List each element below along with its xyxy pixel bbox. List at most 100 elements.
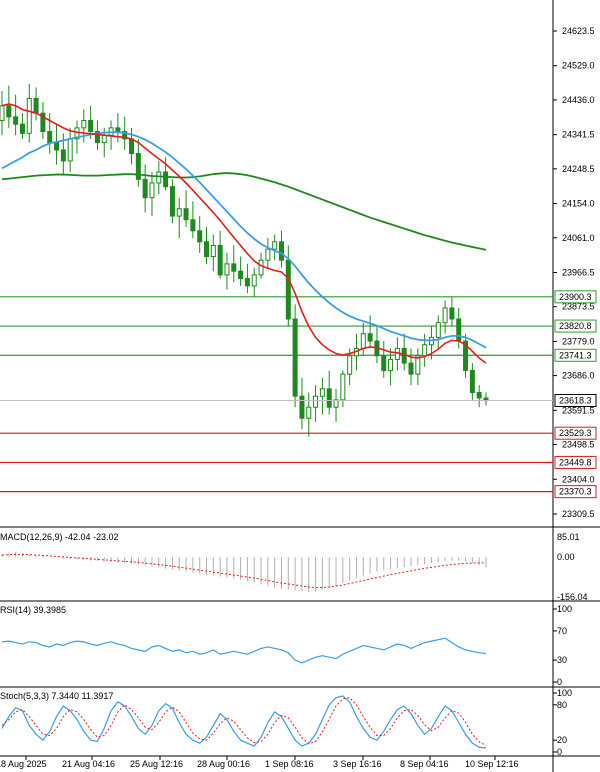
support-resistance-levels: 23900.3 23820.8 23741.3 23529.3 23449.8 23370… <box>0 290 597 499</box>
rsi-tick-label: 30 <box>557 655 567 665</box>
macd-scale-top: 85.01 <box>557 532 580 542</box>
rsi-tick-label: 100 <box>557 604 572 614</box>
ema-fast-line <box>1 103 487 364</box>
price-level-box <box>554 426 597 440</box>
candle-body <box>231 263 237 272</box>
macd-panel: MACD(12,26,9) -42.04 -23.02 85.01 0.00 -… <box>0 532 588 602</box>
candle-body <box>238 270 244 280</box>
current-price-box <box>554 393 597 407</box>
price-axis-ticks: 24623.5 24529.0 24436.0 24341.5 24248.5 24154… <box>553 26 595 519</box>
candle-body <box>272 241 278 250</box>
price-tick-label: 23591.5 <box>562 405 595 415</box>
price-level-label: 23820.8 <box>559 321 592 331</box>
candle-body <box>217 244 223 276</box>
price-level-box <box>554 485 597 499</box>
time-tick-label: 28 Aug 00:16 <box>197 759 250 769</box>
candle-body <box>54 142 60 151</box>
price-tick-label: 23686.0 <box>562 371 595 381</box>
price-level-box <box>554 455 597 469</box>
candle-body <box>313 395 319 408</box>
rsi-tick-label: 0 <box>557 677 562 687</box>
candle-body <box>135 153 141 180</box>
macd-title: MACD(12,26,9) -42.04 -23.02 <box>0 532 119 542</box>
candle-body <box>422 344 428 357</box>
candle-body <box>463 340 469 371</box>
price-tick-label: 24061.0 <box>562 233 595 243</box>
candle-body <box>169 186 175 217</box>
candle-body <box>456 318 462 342</box>
price-tick-label: 24341.5 <box>562 130 595 140</box>
candle-body <box>183 208 189 221</box>
price-tick-label: 24248.5 <box>562 164 595 174</box>
stoch-tick-label: 0 <box>557 747 562 757</box>
moving-average-lines <box>1 103 487 364</box>
candle-body <box>442 307 448 324</box>
current-price-marker: 23618.3 <box>0 393 597 407</box>
candle-body <box>176 208 182 217</box>
candle-body <box>40 112 46 133</box>
candle-body <box>88 120 94 133</box>
candle-body <box>258 259 264 276</box>
stoch-tick-label: 20 <box>557 735 567 745</box>
rsi-title: RSI(14) 39.3985 <box>0 605 66 615</box>
candle-body <box>33 97 39 114</box>
candle-body <box>306 406 312 419</box>
price-level-box <box>554 348 597 362</box>
candle-body <box>149 182 155 199</box>
price-tick-label: 24529.0 <box>562 61 595 71</box>
candle-body <box>469 369 475 394</box>
price-tick-label: 23873.5 <box>562 302 595 312</box>
macd-signal-line <box>1 553 486 589</box>
candle-body <box>26 97 32 134</box>
price-level-label: 23370.3 <box>559 487 592 497</box>
time-tick-label: 1 Sep 08:16 <box>265 759 314 769</box>
candle-body <box>0 105 5 122</box>
candle-body <box>13 116 19 125</box>
candle-body <box>326 388 332 408</box>
candle-body <box>6 105 12 118</box>
stochastic-panel: Stoch(5,3,3) 7.3440 11.3917 100 80 20 0 <box>0 688 572 757</box>
current-price-label: 23618.3 <box>559 395 592 405</box>
candle-body <box>60 149 66 162</box>
candle-body <box>340 373 346 401</box>
candle-body <box>67 138 73 162</box>
candle-body <box>101 134 107 144</box>
candle-body <box>190 219 196 232</box>
price-level-label: 23741.3 <box>559 350 592 360</box>
candle-body <box>244 278 250 287</box>
time-tick-label: 8 Sep 04:16 <box>400 759 449 769</box>
candle-body <box>163 171 169 188</box>
rsi-panel: RSI(14) 39.3985 100 70 30 0 <box>0 604 572 687</box>
rsi-line <box>1 637 487 664</box>
candle-body <box>197 230 203 243</box>
candle-body <box>449 307 455 320</box>
candle-body <box>319 388 325 397</box>
candle-body <box>81 120 87 129</box>
price-level-box <box>554 319 597 333</box>
candle-body <box>224 263 230 276</box>
price-level-label: 23449.8 <box>559 457 592 467</box>
candle-body <box>292 318 298 397</box>
candle-body <box>285 259 291 320</box>
price-level-label: 23529.3 <box>559 428 592 438</box>
price-tick-label: 23966.5 <box>562 268 595 278</box>
price-level-label: 23900.3 <box>559 292 592 302</box>
candle-body <box>360 333 366 349</box>
candle-body <box>115 127 121 133</box>
ema-mid-line <box>1 131 487 349</box>
macd-scale-bottom: -156.04 <box>557 592 588 602</box>
time-tick-label: 10 Sep 12:16 <box>465 759 519 769</box>
time-tick-label: 25 Aug 12:16 <box>130 759 183 769</box>
ema-slow-line <box>1 172 487 251</box>
price-tick-label: 24154.0 <box>562 199 595 209</box>
candle-body <box>129 138 135 155</box>
candle-body <box>278 241 284 261</box>
time-axis-labels: 18 Aug 2025 21 Aug 04:16 25 Aug 12:16 28 Au… <box>0 756 519 769</box>
candle-body <box>122 131 128 140</box>
stoch-k-line <box>1 695 487 749</box>
price-tick-label: 24436.0 <box>562 95 595 105</box>
price-tick-label: 24623.5 <box>562 26 595 36</box>
candle-body <box>476 392 482 399</box>
